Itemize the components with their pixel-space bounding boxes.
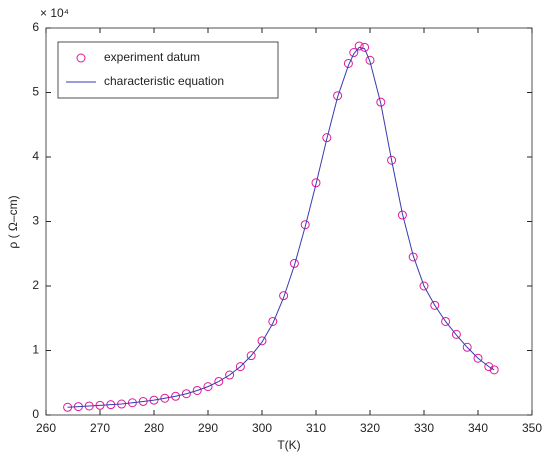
- x-tick-label: 320: [360, 421, 380, 435]
- data-point: [441, 316, 451, 326]
- data-point: [349, 48, 359, 58]
- data-point: [408, 252, 418, 262]
- x-tick-label: 340: [468, 421, 488, 435]
- x-tick-label: 270: [90, 421, 110, 435]
- data-point: [279, 291, 289, 301]
- y-tick-label: 6: [32, 20, 39, 34]
- data-point: [419, 281, 429, 291]
- data-point: [235, 362, 245, 372]
- y-tick-label: 4: [32, 149, 39, 163]
- data-point: [462, 342, 472, 352]
- data-point: [214, 376, 224, 386]
- x-tick-label: 310: [306, 421, 326, 435]
- legend-label: characteristic equation: [104, 74, 224, 88]
- y-tick-label: 5: [32, 85, 39, 99]
- legend-marker: [76, 53, 86, 63]
- data-point: [203, 382, 213, 392]
- data-point: [387, 155, 397, 165]
- data-point: [171, 391, 181, 401]
- fit-line: [67, 46, 495, 408]
- x-tick-label: 260: [36, 421, 56, 435]
- y-tick-label: 3: [32, 214, 39, 228]
- data-point: [343, 58, 353, 68]
- x-tick-label: 290: [198, 421, 218, 435]
- data-point: [268, 316, 278, 326]
- y-axis-label: ρ ( Ω–cm): [6, 195, 20, 248]
- y-tick-label: 0: [32, 407, 39, 421]
- x-axis-label: T(K): [277, 438, 300, 452]
- data-point: [430, 300, 440, 310]
- legend-label: experiment datum: [104, 50, 200, 64]
- data-point: [300, 220, 310, 230]
- data-point: [257, 336, 267, 346]
- data-point: [311, 178, 321, 188]
- data-point: [192, 385, 202, 395]
- data-point: [289, 258, 299, 268]
- y-tick-label: 1: [32, 343, 39, 357]
- data-point: [322, 133, 332, 143]
- data-point: [246, 351, 256, 361]
- data-point: [397, 210, 407, 220]
- data-point: [484, 362, 494, 372]
- legend-box: [57, 41, 279, 99]
- data-point: [451, 329, 461, 339]
- x-tick-label: 350: [522, 421, 542, 435]
- data-point: [160, 393, 170, 403]
- data-point: [489, 365, 499, 375]
- x-tick-label: 330: [414, 421, 434, 435]
- y-multiplier: × 10⁴: [40, 6, 69, 20]
- data-point: [365, 55, 375, 65]
- x-tick-label: 300: [252, 421, 272, 435]
- data-point: [376, 97, 386, 107]
- data-point: [333, 91, 343, 101]
- data-point: [354, 41, 364, 51]
- y-tick-label: 2: [32, 278, 39, 292]
- x-tick-label: 280: [144, 421, 164, 435]
- data-point: [225, 370, 235, 380]
- data-point: [181, 389, 191, 399]
- data-point: [473, 353, 483, 363]
